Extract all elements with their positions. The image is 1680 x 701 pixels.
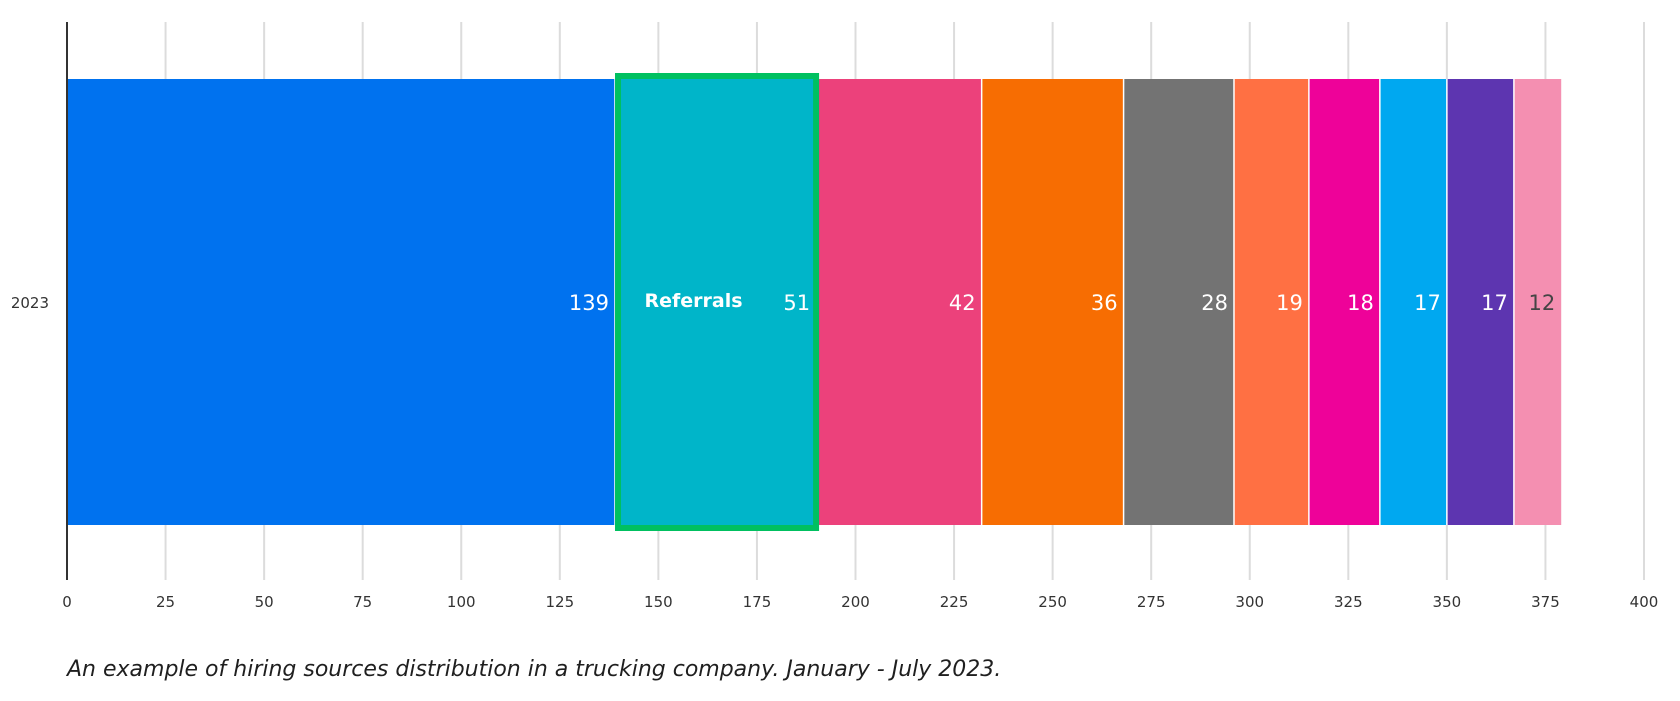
x-tick-label: 350 <box>1433 593 1462 611</box>
x-tick-label: 0 <box>62 593 72 611</box>
x-tick-label: 325 <box>1334 593 1363 611</box>
x-tick-label: 400 <box>1630 593 1659 611</box>
x-tick-label: 100 <box>447 593 476 611</box>
x-tick-label: 250 <box>1038 593 1067 611</box>
x-tick-label: 150 <box>644 593 673 611</box>
chart-caption: An example of hiring sources distributio… <box>67 657 1002 682</box>
x-tick-label: 75 <box>353 593 372 611</box>
referrals-annotation: Referrals <box>615 73 820 531</box>
bar-segment <box>1446 79 1514 525</box>
bar-segment <box>1233 79 1309 525</box>
x-tick-label: 175 <box>743 593 772 611</box>
bar-segment <box>1379 79 1447 525</box>
bar-segment <box>1308 79 1380 525</box>
data-labels: 139 51 42 36 28 19 18 17 17 12 <box>569 291 1555 315</box>
data-label: 17 <box>1481 291 1508 315</box>
x-tick-label: 300 <box>1235 593 1264 611</box>
x-tick-label: 50 <box>255 593 274 611</box>
bar-segment <box>615 79 817 525</box>
x-tick-label: 25 <box>156 593 175 611</box>
bar-segment <box>67 79 616 525</box>
data-label: 12 <box>1528 291 1555 315</box>
bar-segment <box>981 79 1124 525</box>
data-label: 18 <box>1347 291 1374 315</box>
stacked-bar-chart: 0 25 50 75 100 125 150 175 200 225 250 275 300 325 350… <box>11 22 1659 611</box>
bar-segment <box>1513 79 1562 525</box>
annotation-highlight-box <box>615 73 820 531</box>
x-tick-label: 225 <box>940 593 969 611</box>
data-label: 17 <box>1414 291 1441 315</box>
data-label: 51 <box>783 291 810 315</box>
y-category-label: 2023 <box>11 294 49 312</box>
data-label: 36 <box>1091 291 1118 315</box>
data-label: 139 <box>569 291 609 315</box>
annotation-label: Referrals <box>645 290 743 312</box>
data-label: 42 <box>949 291 976 315</box>
data-label: 19 <box>1276 291 1303 315</box>
x-tick-label: 200 <box>841 593 870 611</box>
x-tick-label: 375 <box>1531 593 1560 611</box>
x-tick-label: 125 <box>545 593 574 611</box>
bar-segment <box>816 79 982 525</box>
x-tick-label: 275 <box>1137 593 1166 611</box>
data-label: 28 <box>1201 291 1228 315</box>
axes: 0 25 50 75 100 125 150 175 200 225 250 275 300 325 350… <box>11 22 1659 611</box>
bar-segment <box>1123 79 1234 525</box>
